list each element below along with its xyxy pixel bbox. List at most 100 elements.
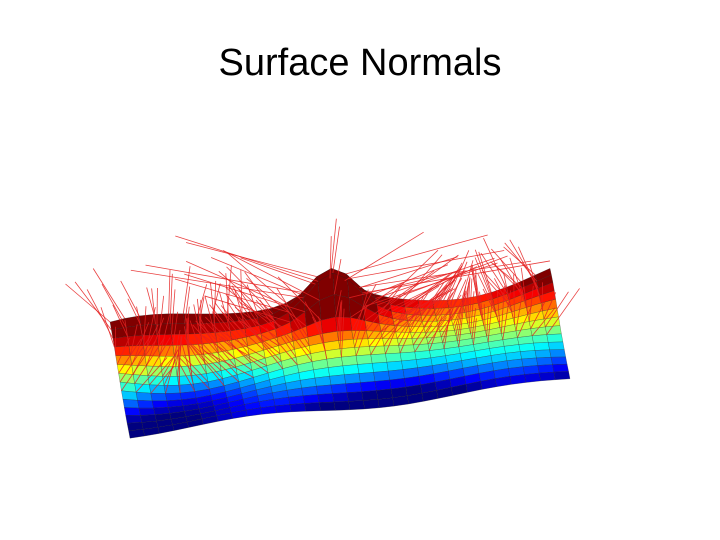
- normal-vector: [513, 274, 515, 325]
- normal-vector: [509, 257, 527, 308]
- surface-patch: [138, 407, 156, 416]
- normal-vector: [244, 271, 272, 309]
- normal-vector: [204, 295, 291, 323]
- normal-vector: [136, 306, 143, 336]
- normal-vector: [438, 294, 462, 327]
- normal-vector: [458, 308, 464, 347]
- normal-vector: [544, 291, 569, 328]
- normal-vector: [213, 280, 217, 323]
- normal-vector: [209, 304, 250, 355]
- normal-vector: [291, 335, 313, 362]
- surface-patch: [370, 353, 388, 364]
- normal-vector: [101, 283, 127, 328]
- normal-vector: [483, 304, 486, 331]
- normal-vector: [429, 315, 443, 351]
- normal-vector: [112, 304, 128, 337]
- normal-vector: [350, 281, 405, 318]
- normal-vector: [382, 311, 412, 339]
- normal-vector: [205, 316, 251, 364]
- normal-vector: [131, 322, 150, 366]
- normal-vector: [185, 339, 223, 379]
- normal-vector: [240, 257, 316, 285]
- normal-vector: [162, 350, 179, 377]
- normal-vector: [276, 287, 309, 338]
- surface-patch: [371, 361, 389, 373]
- surface-patch: [140, 324, 158, 336]
- normal-vector: [468, 278, 473, 329]
- normal-vector: [129, 324, 138, 356]
- normal-vector: [335, 290, 342, 317]
- surface-patch: [377, 397, 395, 409]
- normal-vector: [440, 305, 459, 338]
- normal-vector: [363, 262, 498, 308]
- surface-patch: [151, 400, 169, 409]
- normal-vector: [237, 320, 281, 354]
- normal-vector: [120, 280, 140, 317]
- surface-patch: [361, 390, 379, 401]
- surface-patch: [314, 375, 332, 387]
- normal-vector: [210, 282, 216, 333]
- surface-patch: [546, 333, 564, 343]
- surface-patch: [124, 407, 141, 416]
- normal-vector: [179, 357, 210, 390]
- surface-patch: [304, 402, 321, 412]
- normal-vector: [189, 342, 222, 371]
- normal-vector: [118, 338, 142, 374]
- normal-vector: [314, 319, 326, 351]
- normal-vector: [127, 298, 142, 326]
- normal-vector: [210, 257, 301, 295]
- normal-vector: [435, 265, 463, 316]
- normal-vector: [227, 252, 287, 304]
- surface-patch: [114, 345, 131, 356]
- normal-vector: [486, 306, 489, 337]
- normal-vector: [203, 335, 253, 371]
- normal-vector: [149, 356, 175, 386]
- normal-vector: [474, 275, 483, 321]
- normal-vector: [378, 266, 478, 315]
- surface-patch: [330, 383, 348, 394]
- normal-vector: [473, 318, 477, 345]
- normal-vector: [481, 270, 510, 301]
- normal-vector: [220, 336, 269, 374]
- surface-patch: [550, 356, 568, 365]
- normal-vector: [436, 277, 463, 322]
- normal-vector: [474, 249, 494, 300]
- surface-patch: [336, 330, 354, 341]
- normal-vector: [237, 319, 279, 347]
- normal-vector: [420, 276, 457, 316]
- normal-vector: [546, 288, 580, 335]
- normal-vector: [351, 283, 377, 331]
- surface-patch: [128, 429, 145, 439]
- normal-vector: [134, 337, 165, 384]
- normal-vector: [424, 292, 454, 333]
- surface-patch: [332, 392, 349, 403]
- normal-vector: [195, 320, 237, 368]
- normal-vector: [191, 338, 240, 383]
- surface-patch: [357, 363, 374, 374]
- normal-vector: [483, 237, 507, 288]
- normal-vector: [150, 365, 175, 394]
- normal-vector: [165, 349, 178, 394]
- normal-vector: [182, 266, 191, 314]
- normal-vector: [265, 328, 298, 366]
- normal-vector: [329, 236, 332, 279]
- surface-patch: [165, 392, 182, 402]
- normal-vector: [220, 305, 247, 338]
- normal-vector: [465, 282, 470, 319]
- normal-vector: [196, 298, 203, 345]
- normal-vector: [261, 309, 297, 358]
- normal-vector: [471, 264, 482, 316]
- normal-vector: [499, 258, 526, 301]
- normal-vector: [515, 286, 524, 331]
- surface-patch: [362, 399, 380, 410]
- surface-patch: [520, 350, 537, 360]
- surface-patch: [552, 363, 569, 373]
- normal-vector: [225, 293, 263, 343]
- normal-vector: [487, 301, 493, 343]
- normal-vector: [143, 306, 147, 346]
- normal-vector: [218, 291, 231, 331]
- normal-vector: [239, 302, 292, 333]
- normal-vector: [339, 300, 343, 349]
